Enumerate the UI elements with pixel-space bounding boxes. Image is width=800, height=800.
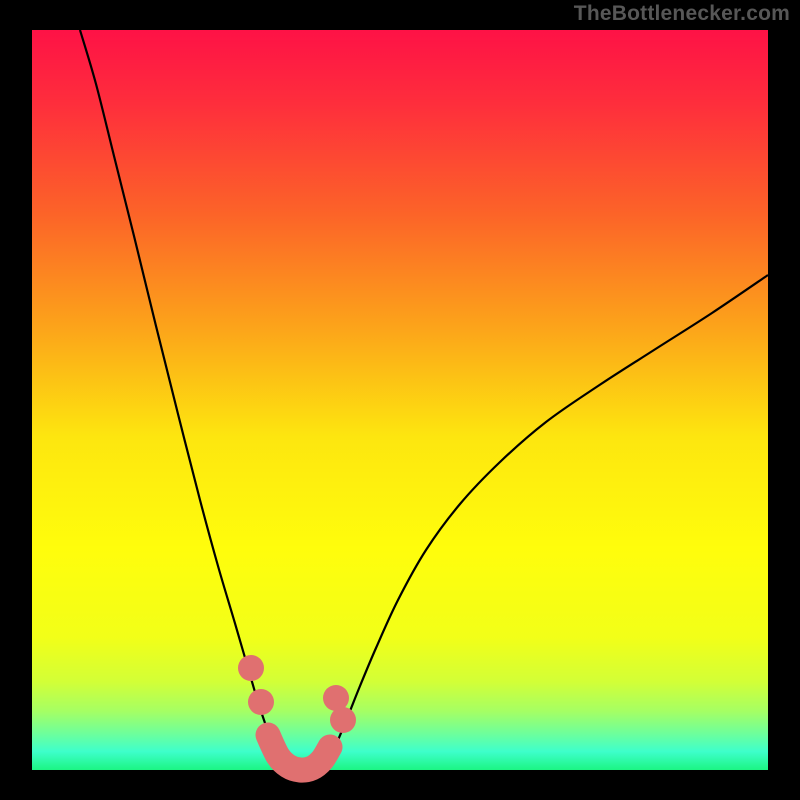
- marker-dot: [330, 707, 356, 733]
- marker-dot: [248, 689, 274, 715]
- marker-dot: [323, 685, 349, 711]
- chart-stage: TheBottlenecker.com: [0, 0, 800, 800]
- bottleneck-chart-svg: [0, 0, 800, 800]
- heat-gradient-area: [32, 30, 768, 770]
- marker-dot: [238, 655, 264, 681]
